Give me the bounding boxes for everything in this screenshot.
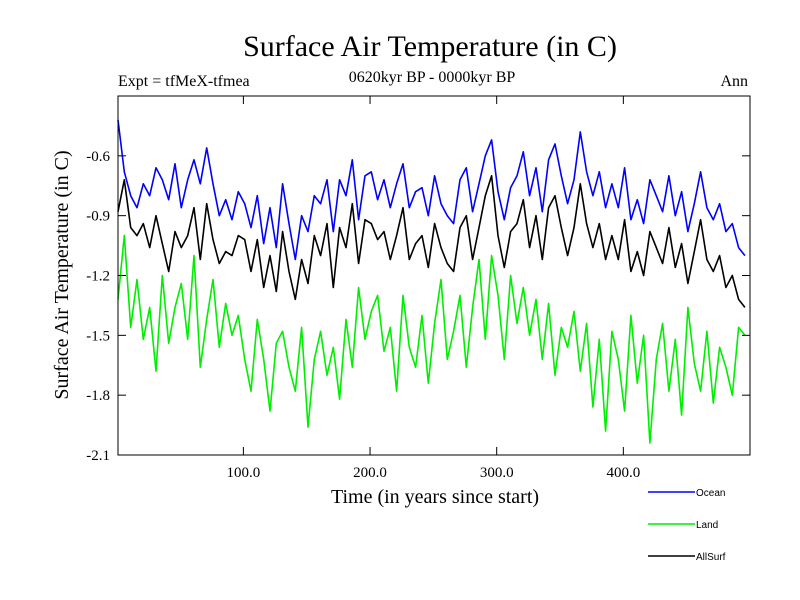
- y-tick-label: -1.8: [86, 388, 110, 404]
- chart-title: Surface Air Temperature (in C): [243, 30, 617, 63]
- legend-label-land: Land: [696, 520, 718, 531]
- x-axis-label: Time (in years since start): [331, 486, 539, 508]
- y-axis-label: Surface Air Temperature (in C): [51, 150, 73, 399]
- series-line-land: [117, 234, 746, 444]
- y-tick-label: -0.6: [86, 149, 110, 165]
- y-tick-label: -0.9: [86, 209, 110, 225]
- legend-label-ocean: Ocean: [696, 488, 725, 499]
- series-line-ocean: [117, 119, 746, 261]
- y-tick-label: -1.2: [86, 269, 110, 285]
- legend: Ocean Land AllSurf: [648, 488, 726, 563]
- period-label: 0620kyr BP - 0000kyr BP: [349, 69, 516, 86]
- season-label: Ann: [720, 73, 748, 90]
- experiment-label: Expt = tfMeX-tfmea: [118, 73, 250, 90]
- series-line-allsurf: [117, 175, 746, 308]
- y-tick-label: -1.5: [86, 328, 110, 344]
- x-tick-label: 100.0: [227, 465, 261, 481]
- x-tick-label: 400.0: [606, 465, 640, 481]
- plot-frame: [117, 95, 751, 456]
- x-tick-label: 200.0: [353, 465, 387, 481]
- y-tick-label: -2.1: [86, 448, 110, 464]
- legend-label-allsurf: AllSurf: [696, 552, 726, 563]
- series-layer: [117, 119, 746, 444]
- x-tick-label: 300.0: [480, 465, 514, 481]
- axis-ticks: 100.0 200.0 300.0 400.0 -2.1 -1.8 -1.5 -1.2 -0.9…: [86, 96, 750, 481]
